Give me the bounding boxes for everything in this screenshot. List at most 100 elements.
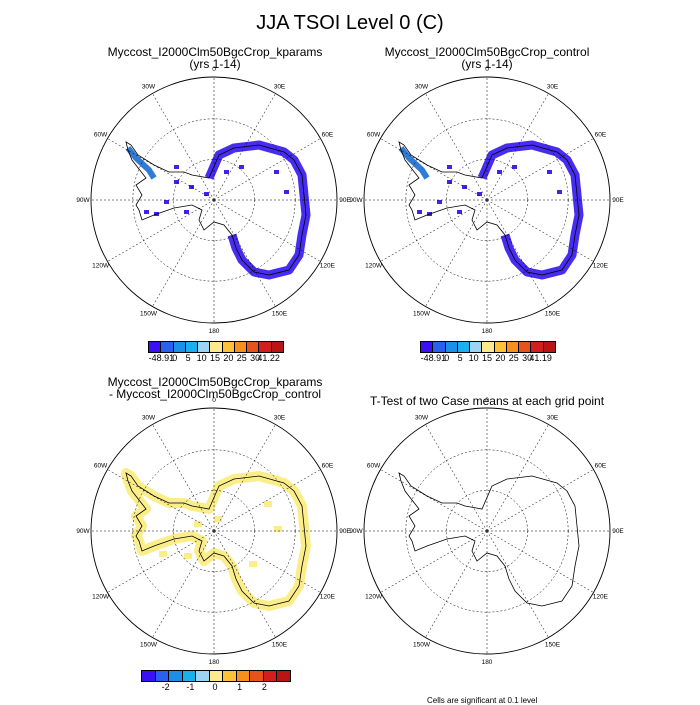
meridian-label-0: 0 — [212, 397, 216, 404]
colorbar-tick-label: 2 — [261, 682, 267, 692]
meridian-line-7 — [152, 530, 215, 638]
meridian-line-2 — [486, 138, 594, 201]
soil-temperature-cell-11 — [447, 165, 452, 169]
meridian-line-4 — [213, 530, 321, 593]
meridian-label-7: 150W — [140, 310, 158, 317]
meridian-label-7: 150W — [413, 641, 431, 648]
colorbar-tick-label: 20 — [223, 353, 234, 363]
colorbar-swatch-3 — [457, 342, 471, 352]
meridian-label-0: 0 — [485, 66, 489, 73]
meridian-line-5 — [213, 199, 276, 307]
soil-temperature-cell-3 — [437, 200, 442, 204]
panel-2-title: Myccost_I2000Clm50BgcCrop_control (yrs 1… — [332, 46, 642, 70]
meridian-label-11: 30W — [142, 415, 156, 422]
soil-temperature-cell-10 — [417, 210, 422, 214]
meridian-label-6: 180 — [209, 328, 220, 335]
colorbar-swatch-9 — [263, 671, 278, 681]
map-boundary-circle — [90, 76, 338, 324]
coastline — [125, 472, 307, 607]
meridian-line-7 — [152, 199, 215, 307]
colorbar-tick-label: 5 — [185, 353, 191, 363]
meridian-label-7: 150W — [140, 641, 158, 648]
colorbar-swatch-10 — [277, 671, 291, 681]
colorbar-swatch-10 — [271, 342, 283, 352]
difference-cell-5 — [159, 551, 167, 557]
meridian-label-4: 120E — [320, 263, 336, 270]
colorbar-swatch-0 — [142, 671, 156, 681]
panel-4-title-line1: T-Test of two Case means at each grid po… — [369, 394, 605, 408]
meridian-label-3: 90E — [339, 197, 351, 204]
meridian-line-11 — [425, 93, 488, 201]
meridian-line-11 — [425, 424, 488, 532]
meridian-line-8 — [380, 530, 488, 593]
soil-temperature-coastal-band — [204, 140, 311, 280]
meridian-label-4: 120E — [593, 263, 609, 270]
polar-map-control: 0 30E 60E 90E 120E 150E 180 150W 120W 90W 60W 30W — [349, 66, 624, 335]
colorbar-swatch-10 — [543, 342, 555, 352]
meridian-line-10 — [107, 138, 215, 201]
soil-temperature-cell-4 — [184, 210, 189, 214]
meridian-label-2: 60E — [595, 132, 607, 139]
meridian-label-11: 30W — [415, 415, 429, 422]
panel-1-title-line1: Myccost_I2000Clm50BgcCrop_kparams — [107, 45, 323, 59]
polar-map-difference: 0 30E 60E 90E 120E 150E 180 150W 120W 90W 60W 30W — [76, 397, 351, 666]
soil-temperature-cell-6 — [224, 170, 229, 174]
meridian-label-6: 180 — [209, 659, 220, 666]
colorbar-tick-label: 20 — [495, 353, 506, 363]
meridian-label-3: 90E — [612, 197, 624, 204]
soil-temperature-cell-9 — [284, 190, 289, 194]
meridian-label-9: 90W — [349, 528, 363, 535]
colorbar-swatch-8 — [519, 342, 532, 352]
meridian-label-8: 120W — [92, 594, 110, 601]
meridian-label-5: 150E — [545, 310, 561, 317]
meridian-label-4: 120E — [320, 594, 336, 601]
soil-temperature-cell-11 — [174, 165, 179, 169]
colorbar-swatch-6 — [222, 342, 235, 352]
colorbar-swatch-0 — [149, 342, 162, 352]
colorbar-swatch-6 — [494, 342, 507, 352]
colorbar-swatch-2 — [173, 342, 186, 352]
colorbar-tick-label: 0 — [172, 353, 178, 363]
meridian-line-7 — [425, 199, 488, 307]
colorbar-swatch-8 — [247, 342, 260, 352]
meridian-label-10: 60W — [94, 463, 108, 470]
difference-cell-2 — [174, 536, 182, 542]
soil-temperature-cell-0 — [174, 180, 179, 184]
colorbar-swatch-0 — [421, 342, 434, 352]
panel-2-title-line1: Myccost_I2000Clm50BgcCrop_control — [384, 45, 590, 59]
panel-4-title: T-Test of two Case means at each grid po… — [332, 395, 642, 407]
meridian-label-8: 120W — [365, 263, 383, 270]
meridian-label-5: 150E — [545, 641, 561, 648]
meridian-label-11: 30W — [142, 84, 156, 91]
colorbar-control — [420, 341, 556, 353]
soil-temperature-cell-7 — [512, 165, 517, 169]
colorbar-difference — [141, 670, 291, 682]
meridian-label-1: 30E — [274, 84, 286, 91]
meridian-line-2 — [213, 138, 321, 201]
meridian-line-8 — [107, 199, 215, 262]
panel-3-title-line2: - Myccost_I2000Clm50BgcCrop_control — [108, 387, 322, 401]
meridian-label-3: 90E — [339, 528, 351, 535]
soil-temperature-cell-4 — [457, 210, 462, 214]
difference-cell-4 — [274, 526, 282, 532]
colorbar-swatch-3 — [185, 342, 199, 352]
peninsula-warm-cells — [398, 146, 430, 180]
colorbar-tick-label: 30 — [250, 353, 261, 363]
panel-3-title: Myccost_I2000Clm50BgcCrop_kparams - Mycc… — [60, 376, 370, 400]
colorbar-swatch-4 — [196, 671, 210, 681]
soil-temperature-cell-2 — [204, 192, 209, 196]
soil-temperature-cell-2 — [477, 192, 482, 196]
colorbar-tick-label: 41.19 — [529, 353, 552, 363]
panel-3-title-line1: Myccost_I2000Clm50BgcCrop_kparams — [107, 375, 323, 389]
meridian-line-10 — [380, 138, 488, 201]
soil-temperature-cell-0 — [447, 180, 452, 184]
colorbar-tick-label: -48.91 — [420, 353, 447, 363]
meridian-label-1: 30E — [547, 84, 559, 91]
soil-temperature-cell-7 — [239, 165, 244, 169]
colorbar-swatch-1 — [433, 342, 446, 352]
colorbar-kparams — [148, 341, 284, 353]
meridian-line-2 — [213, 469, 321, 532]
meridian-line-10 — [107, 469, 215, 532]
map-boundary-circle — [363, 407, 611, 655]
polar-map-ttest: 0 30E 60E 90E 120E 150E 180 150W 120W 90W 60W 30W — [349, 397, 624, 666]
